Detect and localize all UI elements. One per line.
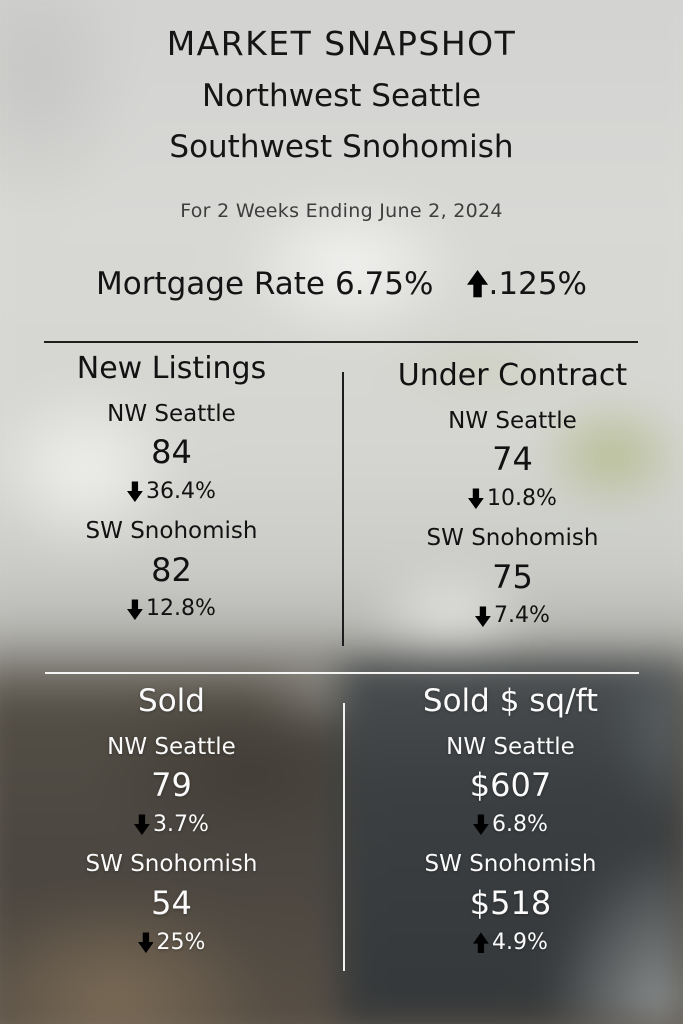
quadrant-new-listings: New Listings NW Seattle 84 36.4% SW Snoh…: [1, 351, 342, 622]
quadrant-title: Sold: [138, 683, 205, 719]
area-label: SW Snohomish: [85, 851, 258, 878]
metric-value: 74: [492, 440, 533, 479]
metric-value: 54: [151, 883, 192, 922]
metric-change-value: 12.8%: [145, 596, 216, 622]
metric-change-value: 6.8%: [491, 812, 548, 838]
metric-value: $607: [469, 766, 552, 805]
metric-value: 84: [151, 433, 192, 472]
arrow-up-icon: [467, 269, 488, 298]
arrow-down-icon: [468, 488, 484, 510]
arrow-down-icon: [127, 599, 143, 621]
top-horizontal-divider: [44, 341, 638, 343]
area-label: SW Snohomish: [85, 518, 258, 545]
metric-change-value: 7.4%: [493, 603, 550, 629]
arrow-down-icon: [475, 606, 491, 628]
header: MARKET SNAPSHOT Northwest Seattle Southw…: [0, 24, 683, 222]
area-label: SW Snohomish: [426, 525, 599, 552]
arrow-down-icon: [473, 814, 489, 836]
region-subtitle-1: Northwest Seattle: [201, 77, 482, 114]
arrow-down-icon: [127, 481, 143, 503]
metric-change: 10.8%: [468, 485, 557, 511]
mortgage-rate-label: Mortgage Rate: [95, 266, 325, 302]
area-label: NW Seattle: [107, 400, 236, 427]
area-label: NW Seattle: [446, 733, 575, 760]
area-label: NW Seattle: [107, 733, 236, 760]
area-label: SW Snohomish: [424, 851, 597, 878]
quadrant-title: Under Contract: [397, 358, 628, 393]
quadrant-title: New Listings: [76, 351, 267, 386]
bottom-horizontal-divider: [45, 672, 639, 674]
quadrant-under-contract: Under Contract NW Seattle 74 10.8% SW Sn…: [342, 358, 683, 629]
metric-change: 12.8%: [127, 597, 216, 621]
metric-change: 36.4%: [127, 478, 216, 504]
mortgage-rate-row: Mortgage Rate 6.75% .125%: [0, 266, 683, 302]
metric-change: 25%: [138, 929, 206, 955]
reporting-period: For 2 Weeks Ending June 2, 2024: [180, 199, 503, 222]
page-title: MARKET SNAPSHOT: [166, 24, 517, 63]
background-dark-slate-area: [340, 660, 683, 1024]
metric-value: 79: [151, 766, 192, 805]
metric-change: 6.8%: [473, 812, 548, 838]
metric-value: 82: [151, 550, 192, 589]
arrow-up-icon: [473, 932, 489, 954]
quadrant-sold: Sold NW Seattle 79 3.7% SW Snohomish 54 …: [1, 683, 342, 955]
metric-change: 7.4%: [475, 604, 550, 628]
top-vertical-divider: [342, 372, 344, 646]
metric-change: 3.7%: [134, 812, 209, 838]
arrow-down-icon: [134, 814, 150, 836]
metric-value: $518: [469, 883, 552, 922]
quadrant-sold-price-sqft: Sold $ sq/ft NW Seattle $607 6.8% SW Sno…: [340, 683, 681, 955]
region-subtitle-2: Southwest Snohomish: [169, 128, 514, 165]
metric-change-value: 25%: [156, 929, 206, 955]
mortgage-rate-change: .125%: [488, 266, 588, 302]
area-label: NW Seattle: [448, 407, 577, 434]
metric-change: 4.9%: [473, 929, 548, 955]
quadrant-title: Sold $ sq/ft: [422, 683, 599, 719]
metric-value: 75: [492, 557, 533, 596]
metric-change-value: 10.8%: [486, 485, 557, 511]
mortgage-rate-value: 6.75%: [334, 266, 434, 302]
metric-change-value: 4.9%: [491, 929, 548, 955]
metric-change-value: 3.7%: [152, 812, 209, 838]
metric-change-value: 36.4%: [145, 478, 216, 504]
arrow-down-icon: [138, 932, 154, 954]
bottom-vertical-divider: [343, 703, 345, 971]
